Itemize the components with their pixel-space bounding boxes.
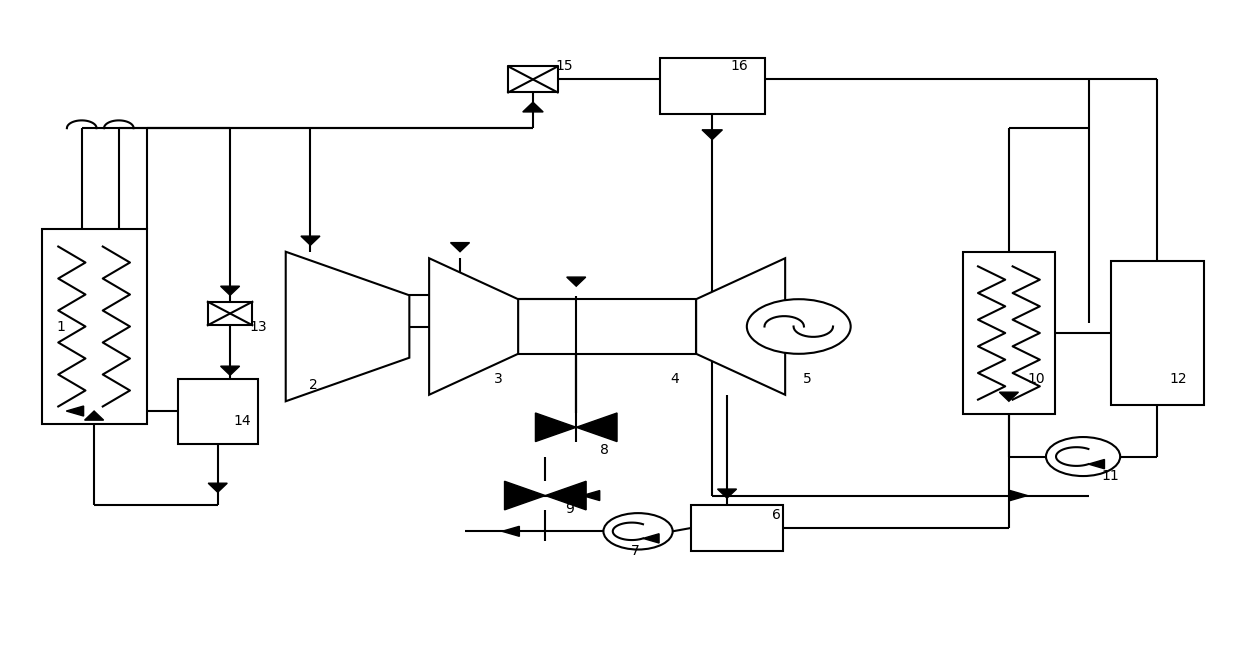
Polygon shape	[703, 130, 722, 140]
Polygon shape	[221, 366, 239, 375]
Polygon shape	[504, 481, 545, 510]
Circle shape	[603, 513, 673, 550]
Text: 1: 1	[56, 319, 66, 334]
Bar	[659, 58, 764, 114]
Polygon shape	[221, 286, 239, 295]
Polygon shape	[1000, 392, 1018, 402]
Polygon shape	[566, 277, 586, 286]
Text: 12: 12	[1170, 372, 1187, 385]
Polygon shape	[84, 411, 104, 420]
Polygon shape	[535, 413, 576, 441]
Polygon shape	[451, 243, 470, 251]
Circle shape	[1046, 437, 1120, 476]
Polygon shape	[523, 102, 543, 112]
Text: 11: 11	[1101, 469, 1119, 483]
Text: 6: 6	[772, 508, 781, 522]
Text: 14: 14	[234, 414, 252, 428]
Polygon shape	[545, 481, 586, 510]
Text: 9: 9	[566, 502, 575, 516]
Polygon shape	[1088, 460, 1104, 469]
Polygon shape	[286, 251, 409, 402]
Polygon shape	[301, 236, 320, 246]
Text: 2: 2	[309, 378, 317, 392]
Text: 4: 4	[670, 372, 679, 385]
Bar	[690, 505, 783, 552]
Polygon shape	[717, 489, 736, 498]
Text: 15: 15	[555, 59, 572, 73]
Polygon shape	[696, 258, 786, 395]
Polygon shape	[429, 258, 518, 395]
Polygon shape	[643, 534, 659, 543]
Polygon shape	[502, 526, 519, 536]
Text: 13: 13	[250, 319, 268, 334]
Text: 10: 10	[1027, 372, 1044, 385]
Polygon shape	[1009, 490, 1027, 501]
Text: 8: 8	[600, 443, 610, 457]
Circle shape	[747, 299, 851, 354]
Bar	[42, 229, 146, 424]
Polygon shape	[67, 406, 83, 416]
Bar	[177, 379, 258, 443]
Text: 3: 3	[494, 372, 503, 385]
Bar	[1111, 261, 1203, 404]
Text: 7: 7	[631, 544, 641, 558]
Polygon shape	[576, 413, 617, 441]
Polygon shape	[208, 483, 227, 492]
Text: 16: 16	[731, 59, 748, 73]
Bar	[963, 251, 1056, 414]
Text: 5: 5	[803, 372, 812, 385]
Polygon shape	[582, 490, 600, 501]
